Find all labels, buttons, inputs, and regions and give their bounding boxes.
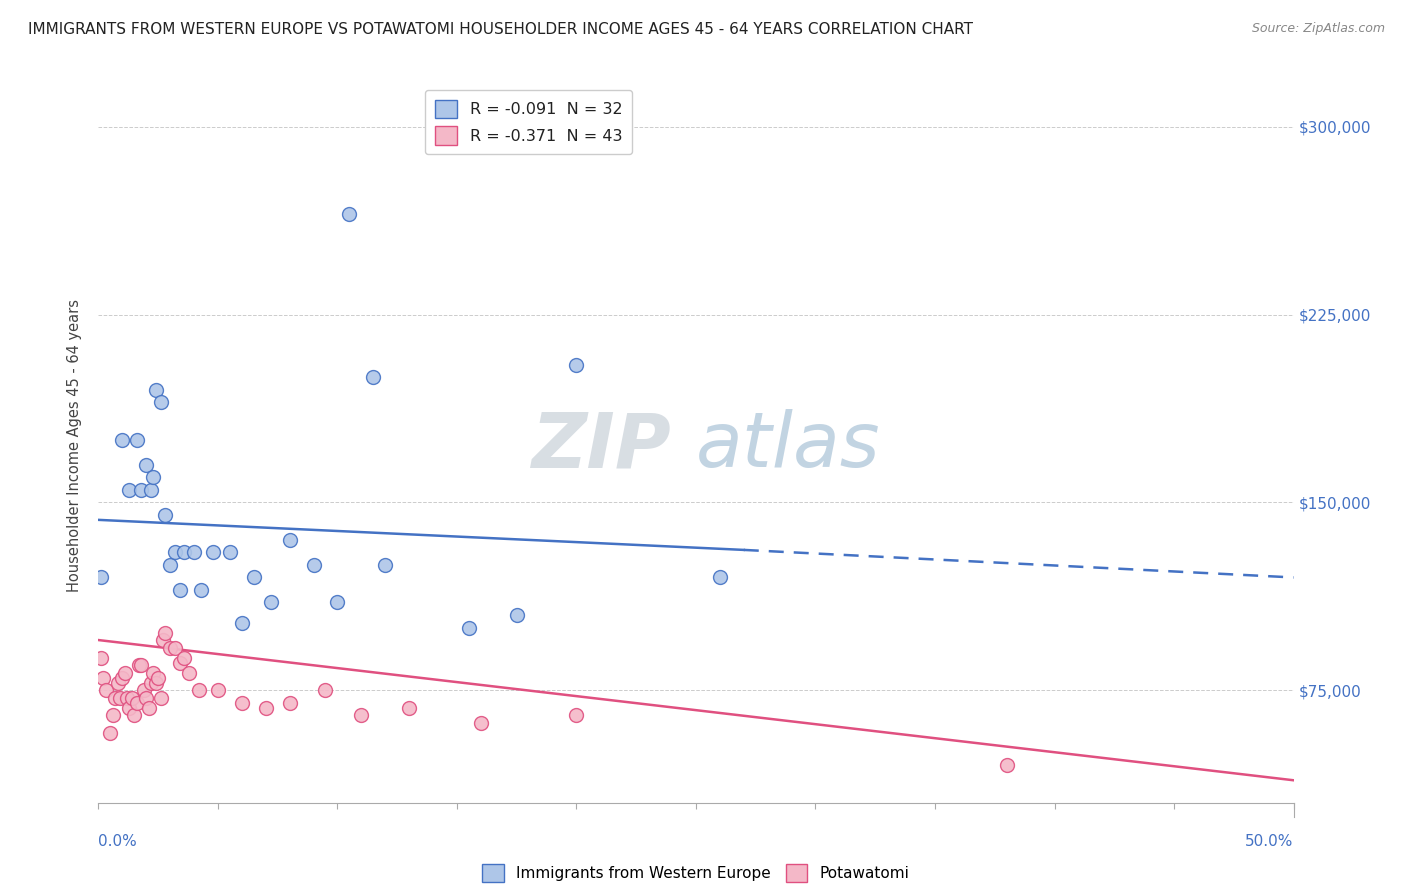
Point xyxy=(202,545,225,559)
Point xyxy=(278,533,301,547)
Point xyxy=(139,483,162,497)
Text: 0.0%: 0.0% xyxy=(98,834,138,849)
Point xyxy=(101,708,124,723)
Point xyxy=(104,690,127,705)
Point xyxy=(90,650,112,665)
Point xyxy=(107,675,129,690)
Point xyxy=(278,696,301,710)
Point xyxy=(131,483,153,497)
Point xyxy=(132,683,155,698)
Point xyxy=(231,615,253,630)
Point xyxy=(91,671,114,685)
Y-axis label: Householder Income Ages 45 - 64 years: Householder Income Ages 45 - 64 years xyxy=(67,300,83,592)
Point xyxy=(506,607,529,622)
Point xyxy=(131,658,153,673)
Point xyxy=(219,545,242,559)
Point xyxy=(458,621,481,635)
Text: atlas: atlas xyxy=(696,409,880,483)
Point xyxy=(709,570,731,584)
Point xyxy=(169,582,191,597)
Point xyxy=(108,690,131,705)
Point xyxy=(145,675,167,690)
Point xyxy=(315,683,337,698)
Point xyxy=(207,683,229,698)
Point xyxy=(259,595,281,609)
Point xyxy=(179,665,201,680)
Point xyxy=(115,690,138,705)
Point xyxy=(94,683,117,698)
Point xyxy=(374,558,396,572)
Point xyxy=(159,558,181,572)
Point xyxy=(152,633,174,648)
Point xyxy=(565,708,588,723)
Point xyxy=(190,582,212,597)
Point xyxy=(90,570,112,584)
Point xyxy=(339,207,360,221)
Point xyxy=(149,395,172,409)
Point xyxy=(173,650,195,665)
Point xyxy=(118,483,141,497)
Text: 50.0%: 50.0% xyxy=(1246,834,1294,849)
Point xyxy=(125,433,148,447)
Point xyxy=(231,696,253,710)
Text: IMMIGRANTS FROM WESTERN EUROPE VS POTAWATOMI HOUSEHOLDER INCOME AGES 45 - 64 YEA: IMMIGRANTS FROM WESTERN EUROPE VS POTAWA… xyxy=(28,22,973,37)
Point xyxy=(187,683,209,698)
Point xyxy=(159,640,181,655)
Point xyxy=(302,558,325,572)
Point xyxy=(995,758,1018,772)
Point xyxy=(118,700,141,714)
Point xyxy=(149,690,172,705)
Point xyxy=(142,665,165,680)
Text: Source: ZipAtlas.com: Source: ZipAtlas.com xyxy=(1251,22,1385,36)
Point xyxy=(326,595,349,609)
Point xyxy=(139,675,162,690)
Point xyxy=(169,656,191,670)
Point xyxy=(138,700,160,714)
Point xyxy=(121,690,143,705)
Point xyxy=(135,690,157,705)
Point xyxy=(565,358,588,372)
Point xyxy=(254,700,277,714)
Point xyxy=(363,370,385,384)
Point xyxy=(98,725,122,739)
Point xyxy=(111,671,134,685)
Point xyxy=(183,545,205,559)
Point xyxy=(155,508,177,522)
Point xyxy=(398,700,420,714)
Point xyxy=(135,458,157,472)
Point xyxy=(145,383,167,397)
Point xyxy=(114,665,136,680)
Point xyxy=(111,433,134,447)
Point xyxy=(173,545,195,559)
Point xyxy=(243,570,266,584)
Legend: Immigrants from Western Europe, Potawatomi: Immigrants from Western Europe, Potawato… xyxy=(477,858,915,888)
Point xyxy=(470,715,492,730)
Point xyxy=(142,470,165,484)
Point xyxy=(124,708,146,723)
Point xyxy=(128,658,150,673)
Point xyxy=(148,671,170,685)
Point xyxy=(125,696,148,710)
Point xyxy=(350,708,373,723)
Text: ZIP: ZIP xyxy=(533,409,672,483)
Point xyxy=(155,625,177,640)
Point xyxy=(163,640,186,655)
Point xyxy=(163,545,186,559)
